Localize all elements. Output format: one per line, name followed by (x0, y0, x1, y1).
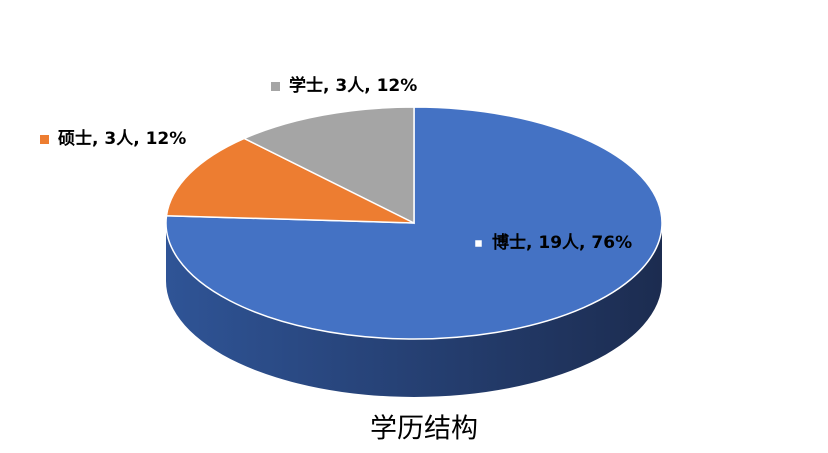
data-label: 博士, 19人, 76% (492, 232, 632, 253)
data-label: 学士, 3人, 12% (289, 75, 417, 96)
data-label: 硕士, 3人, 12% (58, 128, 186, 149)
chart-title: 学历结构 (370, 414, 478, 445)
slice (165, 137, 415, 224)
label-marker (472, 237, 485, 250)
slice (242, 106, 415, 225)
slice-side (166, 223, 662, 397)
label-marker (271, 82, 280, 91)
label-marker (40, 135, 49, 144)
